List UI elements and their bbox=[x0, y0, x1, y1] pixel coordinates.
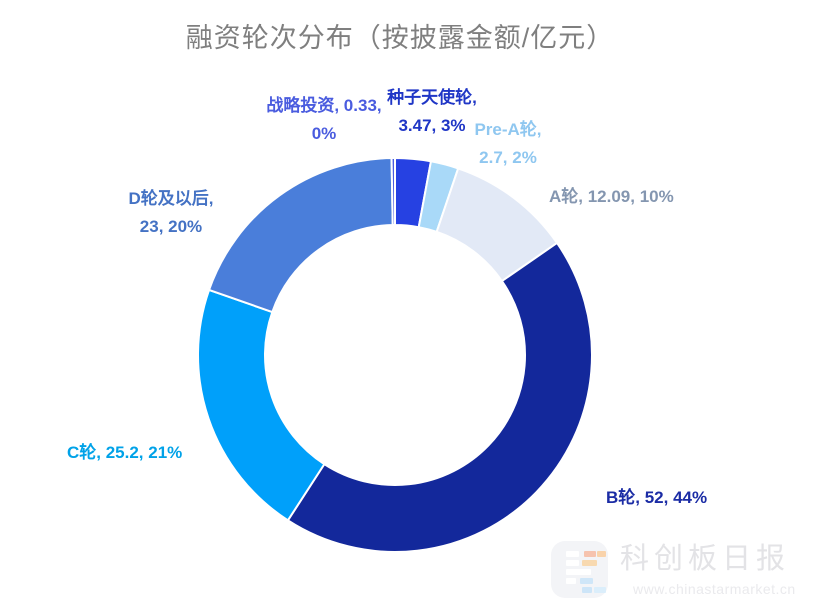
label-line: C轮, 25.2, 21% bbox=[67, 443, 183, 462]
label-line: A轮, 12.09, 10% bbox=[549, 187, 674, 206]
donut-slice-战略投资 bbox=[390, 156, 396, 227]
star-market-daily-logo-icon bbox=[551, 541, 608, 598]
label-line: 2.7, 2% bbox=[479, 148, 537, 167]
slice-label-round-b: B轮, 52, 44% bbox=[606, 484, 707, 512]
label-line: Pre-A轮, bbox=[474, 120, 542, 139]
label-line: 3.47, 3% bbox=[398, 116, 466, 135]
watermark-url: www.chinastarmarket.cn bbox=[633, 581, 796, 597]
watermark-brand: 科创板日报 bbox=[620, 543, 791, 575]
donut-slice-C轮 bbox=[197, 288, 326, 522]
slice-label-round-d: D轮及以后, 23, 20% bbox=[91, 185, 251, 241]
label-line: 战略投资, 0.33, bbox=[266, 96, 382, 115]
slice-label-round-a: A轮, 12.09, 10% bbox=[549, 183, 674, 211]
chart-title: 融资轮次分布（按披露金额/亿元） bbox=[185, 23, 615, 53]
slice-label-strategic: 战略投资, 0.33, 0% bbox=[243, 92, 405, 148]
slice-label-pre-a: Pre-A轮, 2.7, 2% bbox=[448, 116, 568, 172]
slice-label-round-c: C轮, 25.2, 21% bbox=[67, 439, 182, 467]
label-line: D轮及以后, bbox=[128, 189, 214, 208]
label-line: 0% bbox=[311, 124, 337, 143]
label-line: 种子天使轮, bbox=[387, 88, 477, 107]
label-line: B轮, 52, 44% bbox=[606, 488, 708, 507]
donut-slice-B轮 bbox=[286, 241, 593, 553]
slice-label-seed-angel: 种子天使轮, 3.47, 3% bbox=[352, 84, 512, 140]
label-line: 23, 20% bbox=[139, 217, 203, 236]
